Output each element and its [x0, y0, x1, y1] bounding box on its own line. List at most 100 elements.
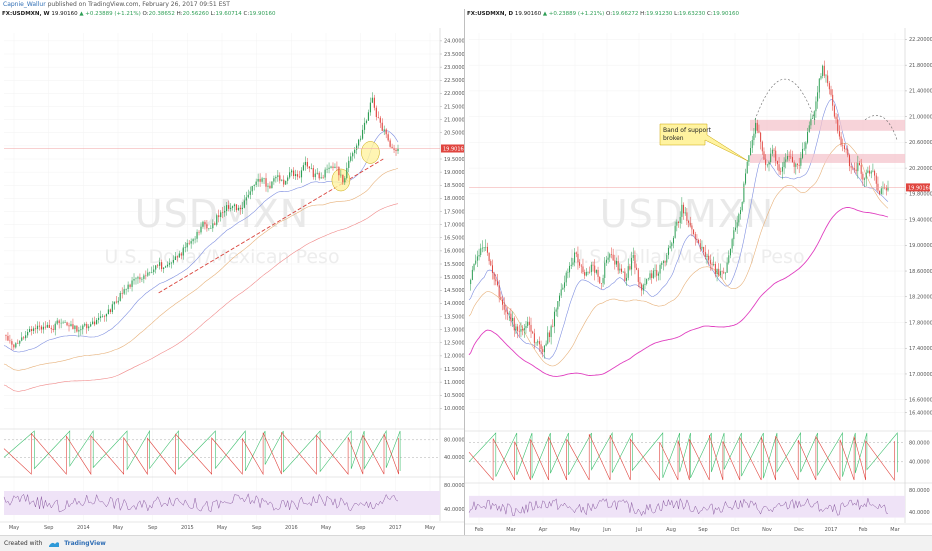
candle-body [723, 271, 725, 274]
candle-body [251, 185, 253, 192]
candle-body [245, 197, 247, 201]
stoch-axis-label: 80.0000 [444, 438, 464, 444]
candle-body [721, 271, 723, 272]
candle-body [94, 321, 96, 325]
candle-body [478, 254, 480, 257]
candle-body [5, 335, 7, 336]
time-tick-label: Mar [890, 527, 900, 533]
price-tick-label: 10.50000 [444, 393, 464, 399]
stoch-d-line [468, 434, 895, 482]
stoch-axis-label: 80.0000 [909, 440, 930, 446]
candle-body [210, 228, 212, 229]
candle-body [659, 264, 661, 274]
candle-body [92, 321, 94, 325]
price-tick-label: 16.00000 [444, 249, 464, 255]
candle-body [750, 148, 752, 156]
candle-body [470, 279, 472, 285]
rsi-line [3, 492, 399, 513]
candle-body [703, 246, 705, 253]
candle-body [719, 271, 721, 276]
rsi-pane: 80.0000 40.0000 [468, 488, 930, 518]
author-link[interactable]: Capnie_Wallur [3, 1, 46, 8]
candle-body [389, 140, 391, 147]
candle-body [832, 94, 834, 106]
candle-body [758, 130, 760, 133]
candle-body [334, 166, 336, 168]
candle-body [852, 167, 854, 169]
time-tick-label: Sep [356, 525, 365, 531]
candle-body [614, 260, 616, 265]
candle-body [190, 241, 192, 244]
candle-body [820, 75, 822, 79]
candle-body [19, 340, 21, 344]
time-tick-label: Sep [44, 525, 53, 531]
candle-body [97, 317, 100, 320]
candle-body [58, 320, 60, 324]
low-value: 19.63230 [679, 11, 706, 17]
candle-body [817, 92, 819, 102]
stoch-d-line [3, 431, 399, 476]
candle-body [584, 272, 586, 276]
high-label: H: [640, 11, 647, 17]
candle-body [857, 163, 859, 172]
candle-body [654, 270, 656, 271]
candle-body [137, 277, 139, 279]
last-price: 19.90160 [51, 11, 78, 17]
candle-body [585, 272, 587, 276]
rsi-pane: 80.0000 40.0000 [3, 483, 464, 515]
candle-body [552, 326, 554, 327]
price-axis: 24.00000 23.50000 23.00000 22.50000 22.00000… [440, 39, 464, 412]
candle-body [361, 129, 364, 139]
candle-body [775, 150, 777, 161]
candle-body [371, 97, 373, 103]
price-tick-label: 24.00000 [444, 39, 464, 45]
candle-body [70, 324, 72, 327]
candle-body [745, 173, 747, 184]
candle-body [607, 257, 609, 260]
publish-text: published on TradingView.com, February 2… [47, 1, 230, 8]
candle-body [770, 153, 772, 163]
created-with-label: Created with [4, 540, 43, 547]
candle-body [619, 268, 621, 271]
candle-body [216, 215, 218, 225]
candle-body [884, 187, 886, 189]
candle-body [540, 344, 542, 350]
price-tick-label: 17.00000 [909, 372, 932, 378]
candle-body [369, 102, 372, 113]
candle-body [275, 176, 277, 179]
time-tick-label: Dec [794, 527, 804, 533]
brand-link[interactable]: TradingView [64, 540, 106, 547]
candle-body [17, 343, 19, 344]
candle-body [265, 178, 267, 187]
weekly-chart-panel[interactable]: FX:USDMXN, W 19.90160 ▲ +0.23889 (+1.21%… [0, 9, 465, 535]
candle-body [192, 239, 194, 242]
candle-body [827, 75, 829, 84]
candle-body [283, 179, 285, 185]
low-label: L: [674, 11, 680, 17]
candle-body [56, 320, 58, 324]
candle-body [605, 259, 607, 263]
price-tick-label: 22.50000 [444, 78, 464, 84]
candle-body [304, 161, 307, 166]
candle-body [111, 304, 113, 312]
candle-body [833, 105, 835, 117]
candle-body [518, 330, 520, 332]
price-tick-label: 19.00000 [444, 170, 464, 176]
pattern-arc [864, 115, 898, 140]
time-tick-label: Aug [666, 527, 676, 533]
candle-body [72, 324, 74, 329]
price-tick-label: 16.40000 [909, 410, 932, 416]
watermark-title: USDMXN [135, 192, 309, 236]
candle-body [713, 264, 715, 265]
candle-body [612, 254, 614, 261]
price-tag [906, 183, 930, 192]
candle-body [505, 309, 507, 313]
rsi-axis-label: 40.0000 [444, 507, 464, 513]
candle-body [709, 260, 711, 264]
candle-body [498, 285, 500, 297]
daily-chart-panel[interactable]: FX:USDMXN, D 19.90160 ▲ +0.23889 (+1.21%… [465, 9, 932, 535]
price-tick-label: 19.00000 [909, 243, 932, 249]
